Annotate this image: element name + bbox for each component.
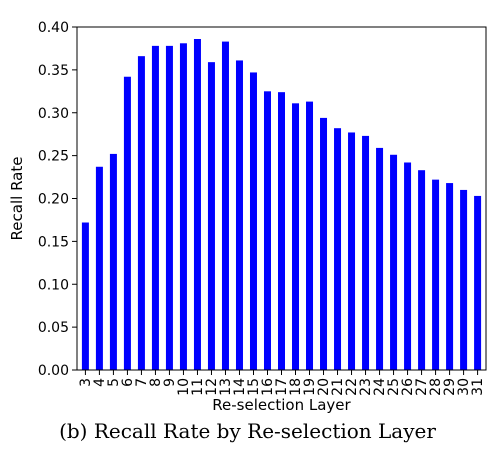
bar-layer-23 [362,135,370,370]
x-tick-label: 23 [358,378,374,396]
bar-layer-12 [207,62,215,370]
x-tick-label: 22 [344,378,360,396]
bar-layer-31 [474,195,482,370]
bar-layer-19 [306,101,314,370]
y-tick-label: 0.05 [38,320,69,336]
x-tick-label: 30 [456,378,472,396]
bar-layer-16 [263,91,271,370]
bar-layer-17 [278,92,285,371]
bar-layer-10 [179,43,187,370]
bar-layer-28 [432,179,440,370]
y-tick-label: 0.25 [38,149,69,165]
x-tick-label: 25 [386,378,402,396]
x-axis-label: Re-selection Layer [212,396,351,414]
bar-layer-9 [165,45,173,371]
y-tick-label: 0.20 [38,192,69,208]
x-tick-label: 17 [274,378,290,396]
bar-layer-26 [404,162,412,370]
x-tick-label: 20 [316,378,332,396]
x-tick-label: 31 [470,378,486,396]
x-tick-label: 21 [330,378,346,396]
x-tick-label: 16 [260,378,276,396]
x-tick-label: 8 [148,378,164,387]
bar-layer-14 [235,60,243,370]
y-tick-label: 0.40 [38,20,69,36]
x-tick-label: 6 [120,378,136,387]
bar-chart: 0.00 0.05 0.10 0.15 0.20 0.25 0.30 0.35 0.40 345… [8,20,487,414]
bar-layer-20 [320,117,328,371]
x-tick-label: 18 [288,378,304,396]
figure-caption: (b) Recall Rate by Re-selection Layer [59,419,436,443]
x-tick-label: 3 [78,378,94,387]
y-axis-ticks: 0.00 0.05 0.10 0.15 0.20 0.25 0.30 0.35 0.40 [38,20,77,379]
x-tick-label: 15 [246,378,262,396]
y-tick-label: 0.35 [38,63,69,79]
y-tick-label: 0.00 [38,363,69,379]
y-axis-label: Recall Rate [8,157,26,241]
bar-layer-8 [151,45,159,371]
bar-layer-18 [292,103,300,370]
bar-layer-30 [460,189,468,370]
bar-layer-29 [446,183,454,370]
y-tick-label: 0.10 [38,277,69,293]
x-tick-label: 14 [232,378,248,396]
x-tick-label: 19 [302,378,318,396]
bar-layer-6 [123,76,131,371]
x-tick-label: 11 [190,378,206,396]
bar-layer-7 [137,56,145,370]
x-tick-label: 10 [176,378,192,396]
x-tick-label: 28 [428,378,444,396]
bar-layer-3 [81,222,89,370]
bar-layer-27 [418,170,426,370]
bar-layer-25 [390,154,398,370]
x-tick-label: 4 [92,378,108,387]
x-tick-label: 27 [414,378,430,396]
bar-layer-13 [221,41,229,370]
x-tick-label: 12 [204,378,220,396]
bar-layer-22 [348,132,356,370]
x-tick-label: 26 [400,378,416,396]
bar-layer-5 [109,153,117,370]
bar-layer-15 [249,72,257,370]
y-tick-label: 0.30 [38,106,69,122]
x-tick-label: 13 [218,378,234,396]
y-tick-label: 0.15 [38,234,69,250]
bar-layer-11 [193,39,201,370]
x-tick-label: 24 [372,378,388,396]
bar-layer-4 [95,166,103,370]
x-tick-label: 29 [442,378,458,396]
bar-layer-21 [334,128,342,370]
bar-layer-24 [376,147,384,370]
bars-group [81,39,482,371]
x-axis-ticks: 3456789101112131415161718192021222324252… [78,370,486,396]
x-tick-label: 7 [134,378,150,387]
x-tick-label: 5 [106,378,122,387]
x-tick-label: 9 [162,378,178,387]
plot-frame [76,26,487,371]
